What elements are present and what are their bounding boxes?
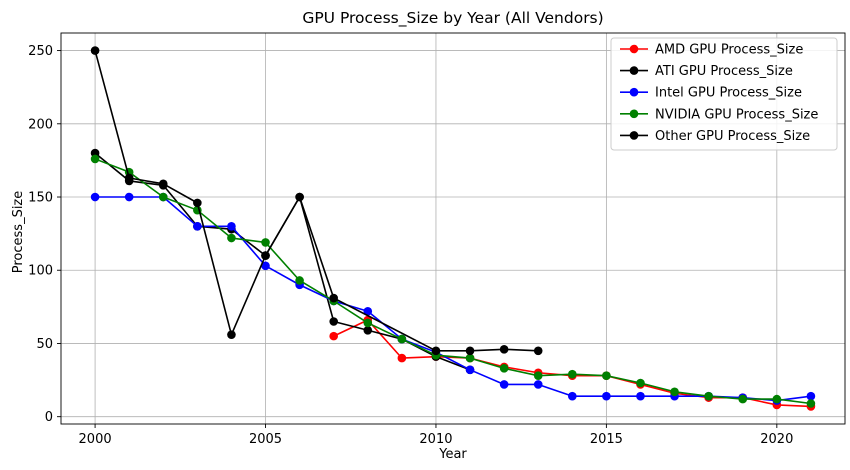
data-point [465, 365, 475, 375]
data-point [499, 364, 509, 373]
data-point [261, 251, 270, 260]
data-point [227, 222, 236, 231]
y-tick-label: 50 [36, 337, 53, 352]
data-point [533, 346, 543, 356]
series-3 [90, 154, 816, 408]
data-point [227, 233, 236, 243]
data-point [806, 391, 816, 401]
y-axis-title: Process_Size [11, 191, 26, 274]
data-point [363, 306, 373, 316]
data-point [499, 380, 509, 389]
x-tick-label: 2020 [760, 432, 793, 447]
data-point [465, 353, 475, 363]
data-point [431, 346, 441, 356]
legend-label: Other GPU Process_Size [655, 129, 810, 144]
data-point [738, 394, 748, 404]
data-point [124, 192, 134, 202]
data-point [568, 391, 577, 401]
legend-label: NVIDIA GPU Process_Size [655, 107, 818, 122]
data-point [636, 391, 645, 401]
legend-label: Intel GPU Process_Size [655, 86, 802, 101]
x-tick-label: 2015 [590, 432, 623, 447]
data-point [124, 173, 134, 183]
data-point [670, 387, 679, 397]
data-point [227, 330, 236, 339]
data-point [329, 293, 338, 303]
y-tick-label: 200 [28, 117, 53, 132]
series-line [94, 158, 812, 405]
x-tick-label: 2005 [249, 432, 282, 447]
data-point [193, 198, 202, 208]
data-point [533, 371, 543, 380]
series-line [95, 196, 812, 402]
data-point [704, 391, 713, 401]
data-point [397, 334, 407, 344]
data-point [499, 345, 509, 354]
legend-box [610, 37, 838, 151]
series-line [94, 50, 539, 352]
y-tick-label: 250 [28, 44, 53, 59]
data-point [533, 380, 543, 389]
y-tick-label: 100 [28, 264, 53, 279]
data-point [568, 369, 577, 379]
x-tick-label: 2010 [419, 432, 452, 447]
data-point [261, 238, 270, 247]
data-point [363, 318, 373, 328]
legend-item: Other GPU Process_Size [620, 129, 810, 144]
data-point [806, 399, 816, 408]
legend-marker [629, 44, 639, 54]
data-point [397, 353, 407, 363]
data-point [295, 192, 304, 202]
data-point [90, 46, 100, 55]
legend-label: ATI GPU Process_Size [655, 64, 793, 79]
legend-marker [629, 66, 639, 75]
data-point [193, 222, 202, 231]
legend-label: AMD GPU Process_Size [655, 43, 803, 58]
data-point [602, 371, 611, 380]
data-point [602, 391, 611, 401]
x-axis-title: Year [438, 447, 467, 462]
legend-item: NVIDIA GPU Process_Size [620, 107, 818, 122]
x-tick-label: 2000 [79, 432, 112, 447]
data-point [158, 179, 168, 189]
data-point [363, 325, 373, 335]
legend: AMD GPU Process_Size ATI GPU Process_Size… [610, 37, 838, 151]
data-point [261, 261, 270, 271]
axes-frame [60, 32, 846, 425]
chart-title: GPU Process_Size by Year (All Vendors) [302, 9, 603, 28]
legend-marker [629, 109, 639, 119]
legend-marker [629, 87, 639, 97]
y-tick-label: 0 [45, 410, 53, 425]
legend-item: ATI GPU Process_Size [620, 64, 793, 79]
y-tick-label: 150 [28, 191, 53, 206]
data-point [90, 192, 100, 202]
data-point [772, 394, 782, 404]
series-4 [90, 46, 543, 356]
data-point [329, 317, 338, 326]
legend-item: Intel GPU Process_Size [620, 86, 802, 101]
data-point [90, 154, 100, 164]
legend-marker [629, 131, 639, 140]
data-point [158, 192, 168, 202]
data-point [329, 331, 338, 341]
data-point [636, 378, 645, 388]
data-point [295, 276, 304, 285]
legend-item: AMD GPU Process_Size [620, 43, 803, 58]
data-point [465, 346, 475, 356]
